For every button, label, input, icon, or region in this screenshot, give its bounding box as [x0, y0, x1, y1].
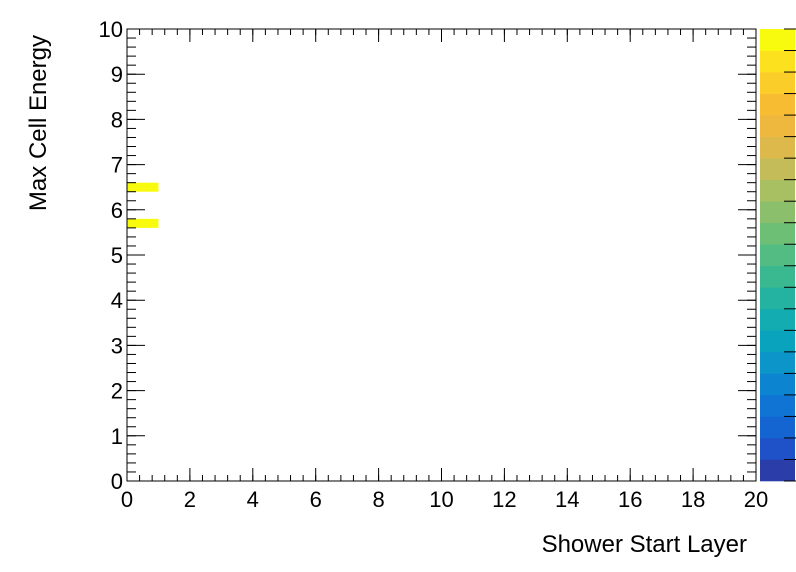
color-bar-segment [760, 136, 795, 159]
y-tick-label: 6 [111, 198, 123, 223]
x-tick-label: 18 [681, 487, 705, 512]
color-bar-segment [760, 351, 795, 374]
heatmap-cells [127, 182, 159, 228]
y-tick-label: 4 [111, 288, 123, 313]
color-bar-segment [760, 93, 795, 116]
x-tick-label: 20 [744, 487, 768, 512]
color-bar-segment [760, 179, 795, 202]
y-tick-label: 9 [111, 62, 123, 87]
y-tick-label: 10 [99, 17, 123, 42]
x-tick-label: 16 [618, 487, 642, 512]
heatmap-cell [127, 182, 159, 192]
color-bar-segment [760, 115, 795, 137]
plot-frame [126, 28, 757, 482]
x-tick-label: 0 [121, 487, 133, 512]
color-bar-segment [760, 373, 795, 396]
y-tick-label: 3 [111, 333, 123, 358]
color-bar-segment [760, 244, 795, 267]
x-tick-label: 10 [429, 487, 453, 512]
y-tick-label: 2 [111, 379, 123, 404]
color-bar-segment [760, 201, 795, 224]
x-tick-label: 14 [555, 487, 579, 512]
color-bar-segment [760, 287, 795, 310]
color-bar-segment [760, 158, 795, 180]
x-tick-label: 8 [372, 487, 384, 512]
y-tick-label: 5 [111, 243, 123, 268]
color-bar-segment [760, 265, 795, 288]
x-tick-label: 2 [184, 487, 196, 512]
y-tick-label: 0 [111, 469, 123, 494]
color-bar-segment [760, 308, 795, 331]
x-tick-label: 4 [247, 487, 259, 512]
color-bar-segment [760, 394, 795, 417]
color-bar-segment [760, 416, 795, 439]
color-bar-segment [760, 29, 795, 51]
color-bar-segment [760, 72, 795, 94]
y-tick-label: 1 [111, 424, 123, 449]
y-tick-label: 7 [111, 153, 123, 178]
color-bar-segment [760, 330, 795, 353]
x-tick-label: 6 [310, 487, 322, 512]
x-tick-label: 12 [492, 487, 516, 512]
y-axis-label: Max Cell Energy [25, 35, 52, 211]
color-bar-segment [760, 459, 795, 482]
color-bar-segment [760, 222, 795, 245]
color-bar-segment [760, 437, 795, 460]
heatmap-cell [127, 218, 159, 228]
color-bar [760, 28, 796, 482]
x-axis: 0 2 4 6 8 10 12 14 16 18 20 [121, 29, 768, 512]
x-axis-label: Shower Start Layer [542, 531, 747, 558]
y-tick-label: 8 [111, 107, 123, 132]
color-bar-segment [760, 50, 795, 73]
y-axis: 0 1 2 3 4 5 6 7 8 9 10 [99, 17, 756, 494]
